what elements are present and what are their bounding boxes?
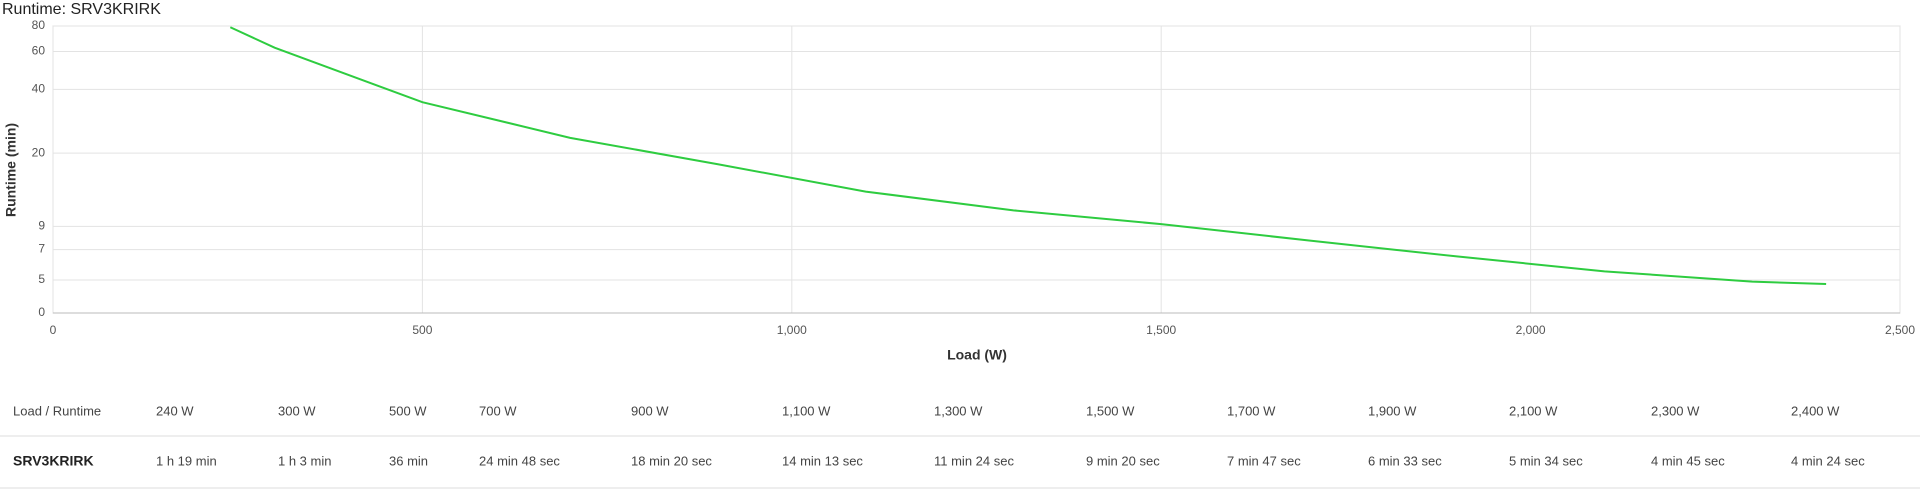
table-cell: 14 min 13 sec <box>782 453 863 468</box>
table-header: 1,500 W <box>1086 403 1135 418</box>
table-cell: 1 h 3 min <box>278 453 331 468</box>
table-cell: 24 min 48 sec <box>479 453 560 468</box>
table-header: 2,400 W <box>1791 403 1840 418</box>
x-tick-label: 500 <box>412 323 432 337</box>
table-header: 2,300 W <box>1651 403 1700 418</box>
table-header: 1,700 W <box>1227 403 1276 418</box>
table-cell: 1 h 19 min <box>156 453 217 468</box>
x-tick-label: 2,000 <box>1516 323 1546 337</box>
table-header: 1,900 W <box>1368 403 1417 418</box>
table-header: 240 W <box>156 403 194 418</box>
x-tick-label: 1,500 <box>1146 323 1176 337</box>
x-tick-label: 0 <box>50 323 57 337</box>
x-axis-label: Load (W) <box>947 347 1007 363</box>
y-tick-label: 0 <box>38 305 45 319</box>
table-header: 1,100 W <box>782 403 831 418</box>
table-header: 300 W <box>278 403 316 418</box>
y-axis-label: Runtime (min) <box>3 123 19 217</box>
y-tick-label: 9 <box>38 218 45 232</box>
y-tick-label: 20 <box>32 145 46 159</box>
y-tick-label: 80 <box>32 18 46 32</box>
y-tick-label: 60 <box>32 44 46 58</box>
table-header: Load / Runtime <box>13 403 101 418</box>
x-tick-label: 2,500 <box>1885 323 1915 337</box>
y-tick-label: 5 <box>38 272 45 286</box>
runtime-line <box>229 26 1827 285</box>
table-cell: 4 min 24 sec <box>1791 453 1865 468</box>
y-tick-label: 7 <box>38 242 45 256</box>
table-cell: 5 min 34 sec <box>1509 453 1583 468</box>
chart-title: Runtime: SRV3KRIRK <box>2 1 161 18</box>
table-cell: 11 min 24 sec <box>934 453 1014 468</box>
table-cell: 36 min <box>389 453 428 468</box>
table-cell: 18 min 20 sec <box>631 453 712 468</box>
table-header: 1,300 W <box>934 403 983 418</box>
table-header: 900 W <box>631 403 669 418</box>
table-header: 700 W <box>479 403 517 418</box>
table-cell: 4 min 45 sec <box>1651 453 1725 468</box>
table-cell: 9 min 20 sec <box>1086 453 1160 468</box>
y-tick-label: 40 <box>32 82 46 96</box>
row-label: SRV3KRIRK <box>13 453 94 469</box>
table-cell: 7 min 47 sec <box>1227 453 1301 468</box>
table-header: 2,100 W <box>1509 403 1558 418</box>
table-cell: 6 min 33 sec <box>1368 453 1442 468</box>
table-header: 500 W <box>389 403 427 418</box>
x-tick-label: 1,000 <box>777 323 807 337</box>
